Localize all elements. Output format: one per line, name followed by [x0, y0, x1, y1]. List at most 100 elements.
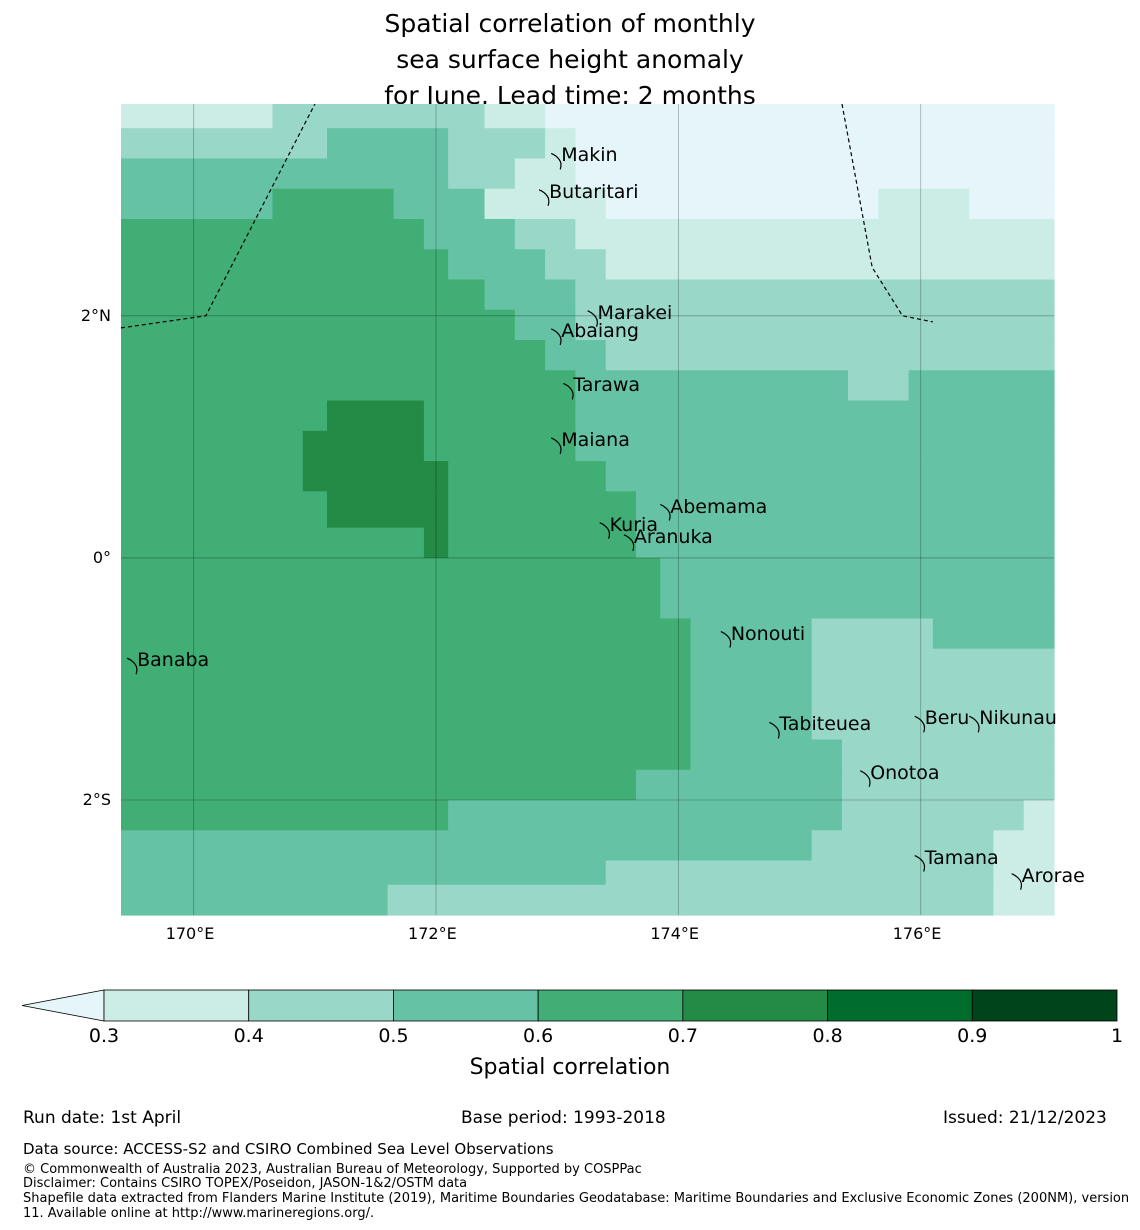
colorbar-tick-label: 0.7 — [667, 1025, 698, 1047]
island-label: Makin — [561, 144, 618, 167]
grid-cell — [121, 400, 328, 432]
island-outline — [969, 715, 980, 733]
grid-cell — [484, 279, 576, 311]
grid-cell — [448, 491, 637, 529]
base-period: Base period: 1993-2018 — [461, 1108, 666, 1128]
grid-cell — [121, 188, 274, 220]
grid-cell — [605, 188, 879, 220]
grid-cell — [393, 188, 486, 220]
grid-cell — [993, 860, 1055, 886]
title-line-2: sea surface height anomaly — [396, 45, 744, 74]
grid-cell — [605, 279, 1055, 311]
grid-cell — [121, 769, 637, 801]
grid-cell — [448, 128, 546, 160]
lat-tick-label: 2°N — [80, 305, 111, 325]
grid-cell — [545, 104, 1055, 129]
grid-cell — [448, 800, 843, 831]
island-label: Abaiang — [561, 319, 639, 342]
island-label: Maiana — [561, 428, 630, 451]
grid-cell — [121, 279, 486, 311]
grid-cell — [690, 618, 813, 650]
colorbar-tick-label: 0.9 — [957, 1025, 988, 1047]
island-label: Nikunau — [979, 707, 1057, 730]
grid-cell — [272, 188, 395, 220]
grid-cell — [635, 491, 1055, 529]
grid-cell — [121, 618, 692, 650]
grid-cell — [448, 527, 637, 559]
run-date: Run date: 1st April — [23, 1108, 182, 1128]
grid-cell — [545, 340, 607, 371]
grid-cell — [1023, 800, 1055, 831]
lon-tick-label: 174°E — [650, 924, 700, 943]
grid-cell — [575, 128, 1055, 160]
island-outline — [563, 382, 574, 400]
grid-cell — [841, 769, 1055, 801]
island-label: Tabiteuea — [779, 713, 872, 736]
island-outline — [126, 657, 138, 675]
island-label: Aranuka — [633, 525, 713, 548]
grid-cell — [514, 309, 576, 341]
grid-cell — [848, 370, 910, 402]
grid-cell — [326, 128, 449, 160]
colorbar-segment — [248, 989, 394, 1022]
island-label: Butaritari — [549, 180, 639, 203]
correlation-grid — [121, 104, 1055, 916]
grid-cell — [121, 218, 425, 250]
colorbar-extend-arrow — [21, 989, 105, 1022]
island-outline — [660, 503, 671, 521]
lon-tick-label: 176°E — [892, 924, 942, 943]
lat-tick-label: 0° — [92, 547, 111, 567]
island-outline — [538, 189, 550, 206]
colorbar-segment — [971, 989, 1118, 1022]
grid-cell — [545, 249, 607, 281]
grid-cell — [660, 557, 1055, 589]
island-outlines — [126, 152, 1023, 890]
grid-cell — [302, 430, 425, 462]
grid-cell — [878, 188, 970, 220]
grid-cell — [121, 491, 328, 529]
grid-cell — [423, 527, 449, 559]
grid-cell — [326, 400, 425, 432]
island-label: Banaba — [137, 649, 210, 672]
grid-cell — [575, 279, 607, 311]
island-outline — [769, 721, 780, 739]
grid-cell — [605, 249, 1055, 281]
island-outline — [550, 152, 562, 170]
lat-tick-label: 2°S — [82, 790, 111, 809]
grid-cell — [545, 128, 576, 160]
island-outline — [587, 310, 598, 328]
grid-cell — [423, 400, 576, 432]
grid-cell — [121, 860, 607, 886]
island-label: Arorae — [1021, 864, 1085, 887]
grid-cell — [121, 830, 813, 862]
colorbar-segment — [537, 989, 684, 1022]
copyright: © Commonwealth of Australia 2023, Austra… — [23, 1162, 642, 1177]
colorbar-tick-label: 1 — [1110, 1025, 1124, 1047]
grid-cell — [121, 461, 304, 492]
grid-cell — [121, 884, 389, 916]
grid-cell — [841, 739, 1055, 771]
grid-cell — [575, 158, 1055, 190]
data-source: Data source: ACCESS-S2 and CSIRO Combine… — [23, 1140, 554, 1158]
grid-cell — [514, 158, 576, 190]
grid-cell — [605, 461, 1055, 492]
grid-cell — [448, 158, 516, 190]
grid-cell — [605, 860, 995, 886]
grid-cell — [121, 800, 449, 831]
grid-cell — [605, 340, 1055, 371]
eez-boundaries — [120, 103, 933, 329]
grid-cell — [121, 648, 692, 771]
grid-cell — [448, 461, 607, 492]
grid-cell — [932, 618, 1055, 650]
island-outline — [550, 328, 562, 346]
grid-cell — [121, 104, 274, 129]
grid-cell — [660, 588, 1055, 620]
grid-cell — [121, 158, 449, 190]
grid-cell — [121, 370, 576, 402]
grid-cell — [423, 430, 576, 462]
island-outline — [914, 715, 926, 733]
island-label: Marakei — [597, 301, 673, 324]
island-outline — [1011, 873, 1023, 890]
island-outline — [914, 854, 926, 872]
